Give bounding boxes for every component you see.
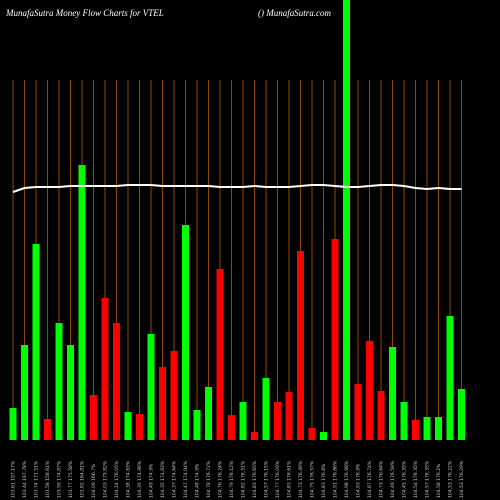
bar [193, 410, 201, 440]
x-tick-label: 104.49 176.59% [390, 460, 396, 498]
bar [182, 225, 189, 440]
bar [262, 378, 270, 440]
x-tick-label: 104.58 176.2% [436, 463, 442, 498]
bar [308, 428, 316, 440]
x-tick-label: 104.03 175.82% [103, 460, 109, 498]
bar [170, 351, 178, 440]
x-tick-label: 103.58 158.61% [45, 460, 51, 498]
x-tick-label: 104.91 176.86% [333, 460, 339, 498]
bar [423, 417, 431, 440]
bar [9, 408, 17, 440]
bar [124, 412, 132, 440]
x-tick-label: 104.79 176.12% [229, 460, 235, 498]
bar [389, 347, 396, 440]
x-tick-label: 103.59 174.87% [57, 460, 63, 498]
x-tick-label: 104.53 176.22% [448, 460, 454, 498]
x-tick-label: 104.38 174.83% [126, 460, 132, 498]
x-tick-label: 104.47 174.94% [183, 460, 189, 498]
bar [331, 239, 339, 440]
bar [67, 345, 74, 440]
bar [136, 414, 143, 440]
x-tick-label: 104.57 176.15% [264, 460, 270, 498]
bar [343, 0, 350, 440]
x-tick-label: 104.73 176.64% [379, 460, 385, 498]
x-tick-label: 103.82 164.81% [80, 460, 86, 498]
bar [251, 432, 258, 440]
bar [78, 165, 86, 440]
chart-title: MunafaSutra Money Flow Charts for VTEL [5, 8, 164, 18]
bar [446, 316, 454, 440]
bar [239, 402, 247, 440]
x-tick-label: 104.53 176.29% [459, 460, 465, 498]
x-tick-label: 104.93 176.9% [356, 463, 362, 498]
bar [90, 395, 97, 440]
x-tick-label: 103.74 171.51% [34, 460, 40, 498]
x-tick-label: 104.73 176.49% [298, 460, 304, 498]
x-tick-label: 104.76 176.24% [218, 460, 224, 498]
x-tick-label: 104.78 176.72% [206, 460, 212, 498]
x-tick-label: 104.57 176.35% [425, 460, 431, 498]
bar [147, 334, 155, 440]
bar [21, 345, 28, 440]
x-tick-label: 104.83 176.61% [287, 460, 293, 498]
bar [55, 323, 63, 440]
x-tick-label: 104.82 176.51% [241, 460, 247, 498]
bar [320, 432, 327, 440]
x-tick-label: 104.75 176.57% [310, 460, 316, 498]
x-tick-label: 104.35 174.96% [137, 460, 143, 498]
bar [400, 402, 408, 440]
bar [32, 244, 40, 440]
bar [435, 417, 442, 440]
bar [354, 384, 362, 440]
x-tick-label: 104.83 176.65% [252, 460, 258, 498]
bar [216, 269, 224, 440]
x-tick-label: 103.77 175.58% [68, 460, 74, 498]
bar [228, 415, 235, 440]
bar [205, 387, 212, 440]
x-tick-label: 104.45 176.35% [402, 460, 408, 498]
bar [285, 392, 293, 440]
x-tick-label: 104.77 176.09% [275, 460, 281, 498]
x-tick-label: 103.61 197.17% [11, 460, 17, 498]
x-tick-label: 104.87 176.74% [367, 460, 373, 498]
bar [366, 341, 373, 440]
x-tick-label: 104.48 174.9% [195, 463, 201, 498]
bar [101, 298, 109, 440]
price-line [12, 184, 462, 193]
bar [377, 391, 385, 440]
bar [412, 420, 419, 440]
x-tick-label: 104.83 176.8% [321, 463, 327, 498]
bar [44, 419, 51, 440]
chart-subtitle: () MunafaSutra.com [258, 8, 331, 18]
bar [274, 402, 281, 440]
x-tick-label: 104.49 174.9% [149, 463, 155, 498]
bar [159, 367, 166, 440]
bar [297, 251, 304, 440]
bar [458, 389, 465, 440]
x-tick-label: 104.35 174.83% [160, 460, 166, 498]
x-tick-label: 104.24 176.05% [114, 460, 120, 498]
x-tick-label: 104.09 166.7% [91, 463, 97, 498]
x-tick-label: 103.44 197.78% [22, 460, 28, 498]
x-tick-label: 104.54 176.35% [413, 460, 419, 498]
x-tick-label: 104.98 176.98% [344, 460, 350, 498]
bar [113, 323, 120, 440]
x-tick-label: 104.37 174.64% [172, 460, 178, 498]
